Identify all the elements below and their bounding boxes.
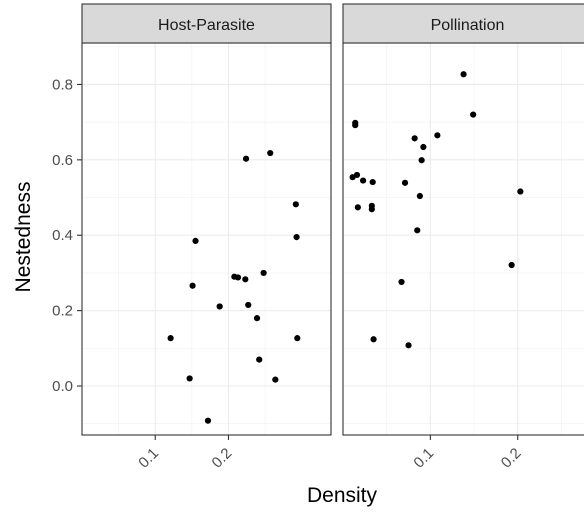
x-tick-label: 0.2 bbox=[209, 445, 236, 472]
facet-strip-label: Host-Parasite bbox=[158, 17, 255, 34]
x-tick-label: 0.1 bbox=[135, 445, 162, 472]
y-axis-title: Nestedness bbox=[12, 182, 35, 293]
data-point bbox=[242, 276, 249, 283]
data-point bbox=[370, 336, 377, 343]
data-point bbox=[368, 202, 375, 209]
data-point bbox=[234, 274, 242, 281]
x-tick-label: 0.2 bbox=[498, 445, 525, 472]
data-point bbox=[405, 342, 412, 349]
data-point bbox=[294, 335, 301, 342]
panel-background bbox=[82, 43, 331, 435]
data-point bbox=[354, 204, 361, 211]
data-point bbox=[369, 178, 376, 186]
facet-strip-label: Pollination bbox=[431, 17, 505, 34]
facet-strip bbox=[81, 3, 332, 44]
data-point bbox=[460, 71, 467, 78]
y-tick-label: 0.2 bbox=[52, 303, 73, 320]
data-point bbox=[398, 278, 405, 286]
data-point bbox=[192, 237, 199, 244]
data-point bbox=[256, 356, 263, 363]
data-point bbox=[292, 201, 299, 208]
data-point bbox=[167, 335, 174, 342]
data-point bbox=[293, 234, 300, 241]
data-point bbox=[401, 179, 409, 186]
y-tick-label: 0.0 bbox=[52, 378, 73, 395]
data-point bbox=[216, 303, 223, 310]
facet-strip bbox=[342, 3, 584, 44]
y-tick-label: 0.4 bbox=[52, 227, 73, 244]
panel-background bbox=[343, 43, 584, 435]
data-point bbox=[260, 269, 267, 277]
data-point bbox=[204, 417, 212, 424]
data-point bbox=[508, 261, 515, 269]
data-point bbox=[242, 155, 250, 162]
y-tick-label: 0.8 bbox=[52, 76, 73, 93]
data-point bbox=[353, 171, 361, 179]
data-point bbox=[189, 282, 196, 289]
data-point bbox=[272, 376, 279, 383]
data-point bbox=[418, 157, 425, 164]
data-point bbox=[186, 375, 193, 382]
y-tick-label: 0.6 bbox=[52, 152, 73, 169]
x-tick-label: 0.1 bbox=[410, 445, 437, 472]
data-point bbox=[359, 177, 367, 184]
data-point bbox=[411, 135, 418, 142]
x-axis-title: Density bbox=[307, 484, 378, 507]
data-point bbox=[434, 132, 441, 139]
data-point bbox=[414, 227, 421, 234]
data-point bbox=[470, 111, 477, 118]
data-point bbox=[517, 188, 524, 195]
data-point bbox=[416, 192, 423, 200]
data-point bbox=[352, 122, 359, 129]
data-point bbox=[420, 143, 427, 151]
data-point bbox=[245, 301, 252, 309]
data-point bbox=[267, 149, 274, 157]
data-point bbox=[253, 315, 261, 322]
